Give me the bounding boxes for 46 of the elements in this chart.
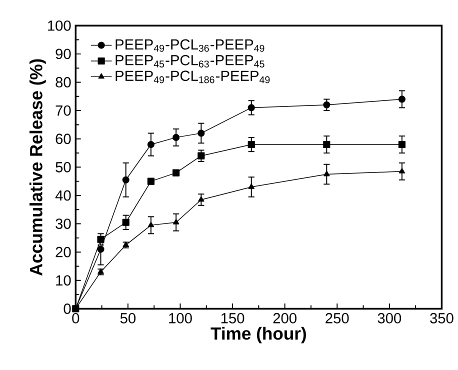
x-tick-label: 300 (378, 313, 402, 324)
point (172, 169, 180, 177)
x-tick-label: 350 (430, 313, 454, 324)
y-tick-label: 30 (56, 218, 71, 230)
y-tick-label: 60 (56, 134, 71, 144)
point (248, 184, 254, 190)
point (198, 130, 205, 137)
x-tick-label: 100 (169, 313, 192, 324)
point (398, 96, 406, 103)
y-axis-title: Accumulative Release (%) (29, 59, 46, 276)
y-tick-label: 90 (56, 48, 71, 60)
point (97, 236, 104, 244)
x-tick-label: 250 (326, 313, 349, 324)
point (323, 101, 330, 109)
point (398, 141, 406, 148)
y-tick-label: 40 (55, 190, 71, 201)
y-tick-label: 0 (64, 304, 71, 314)
point (248, 104, 255, 112)
legend-label: PEEP$_{49}$-PCL$_{36}$-PEEP$_{49}$ (116, 39, 264, 52)
point (172, 218, 180, 224)
point (398, 168, 406, 174)
x-tick-label: 200 (273, 313, 296, 324)
x-tick-label: 0 (72, 313, 80, 324)
point (198, 152, 205, 160)
point (198, 196, 204, 202)
point (323, 141, 330, 148)
y-tick-label: 20 (56, 247, 71, 258)
y-tick-label: 100 (48, 20, 71, 31)
legend-label: PEEP$_{45}$-PCL$_{63}$-PEEP$_{45}$ (116, 55, 264, 68)
y-tick-label: 50 (56, 162, 71, 172)
point (324, 170, 330, 176)
y-tick-label: 10 (56, 275, 71, 286)
legend-label: PEEP$_{49}$-PCL$_{186}$-PEEP$_{49}$ (116, 70, 270, 84)
point (122, 176, 130, 184)
point (147, 141, 154, 148)
point (248, 141, 255, 148)
point (148, 222, 154, 228)
point (97, 246, 104, 253)
y-tick-label: 70 (56, 106, 71, 116)
point (172, 134, 180, 142)
x-axis-title: Time (hour) (210, 327, 306, 344)
point (147, 178, 154, 185)
x-tick-label: 50 (120, 313, 136, 324)
y-tick-label: 80 (56, 77, 71, 88)
point (122, 218, 130, 226)
x-tick-label: 150 (221, 313, 244, 324)
